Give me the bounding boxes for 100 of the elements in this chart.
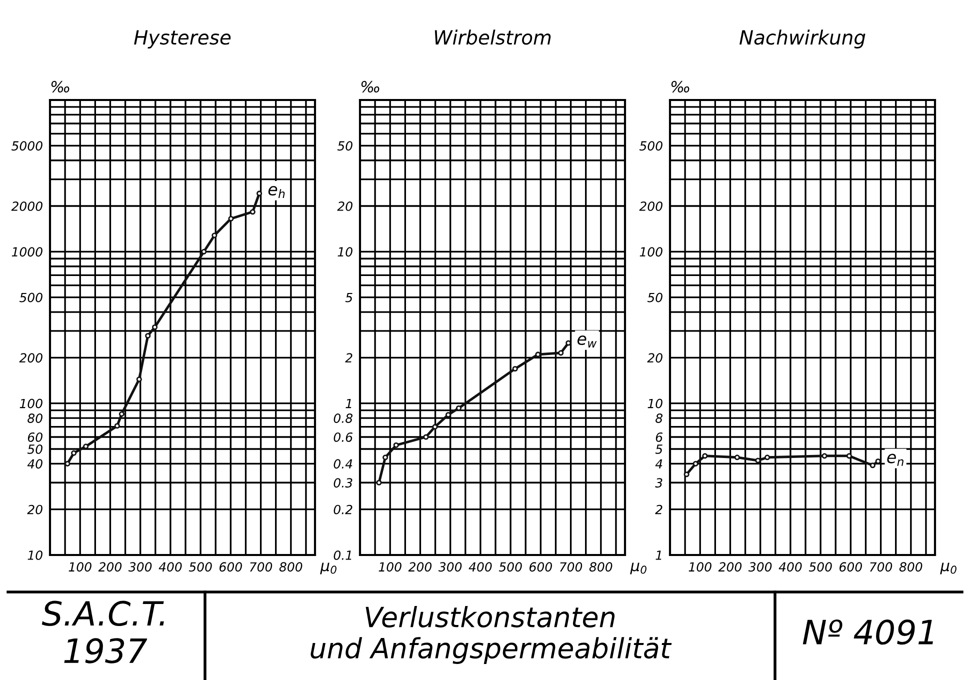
annotation: e$_{w}$: [577, 335, 597, 348]
y-tick-label: 5: [655, 444, 662, 454]
point: [432, 424, 438, 430]
y-tick-label: 10: [648, 398, 662, 408]
point: [152, 324, 158, 330]
point: [423, 434, 429, 440]
chart-title: Hysterese: [134, 30, 231, 48]
point: [118, 411, 124, 417]
x-tick-label: 300: [128, 562, 152, 572]
y-axis-title: ‰: [671, 80, 690, 92]
y-tick-label: 500: [19, 292, 42, 302]
y-tick-label: 2: [655, 504, 662, 514]
point: [71, 450, 77, 456]
point: [256, 190, 262, 196]
chart-title: Nachwirkung: [740, 30, 866, 48]
x-tick-label: 500: [808, 562, 832, 572]
point: [734, 454, 740, 460]
y-tick-label: 2000: [11, 201, 42, 211]
point: [692, 460, 698, 466]
y-tick-label: 1: [656, 550, 662, 560]
y-tick-label: 5: [345, 292, 352, 302]
annotation: e$_{n}$: [887, 454, 904, 466]
y-tick-label: 10: [338, 247, 352, 257]
point: [228, 216, 234, 222]
x-tick-label: 100: [378, 562, 402, 572]
x-tick-label: 600: [220, 562, 242, 572]
x-tick-label: 700: [870, 562, 892, 572]
y-tick-label: 0.3: [334, 478, 352, 488]
x-tick-label: 500: [498, 562, 522, 572]
point: [64, 460, 70, 466]
y-tick-label: 1: [346, 398, 352, 408]
y-tick-label: 100: [20, 398, 42, 408]
point: [558, 350, 564, 356]
y-axis-title: ‰: [361, 80, 380, 92]
x-tick-label: 600: [840, 562, 862, 572]
point: [684, 472, 690, 478]
x-tick-label: 700: [560, 562, 582, 572]
point: [535, 352, 541, 358]
point: [702, 453, 708, 459]
x-tick-label: 400: [778, 562, 802, 572]
point: [875, 458, 881, 464]
x-tick-label: 200: [408, 562, 432, 572]
point: [512, 366, 518, 372]
point: [212, 232, 218, 238]
y-tick-label: 5000: [11, 141, 42, 151]
x-tick-label: 800: [589, 562, 612, 572]
point: [755, 458, 761, 464]
x-tick-label: 300: [438, 562, 462, 572]
point: [382, 454, 388, 460]
x-tick-label: 100: [688, 562, 712, 572]
chart-title: Wirbelstrom: [434, 30, 551, 45]
x-tick-label: 500: [188, 562, 212, 572]
point: [136, 376, 142, 382]
y-tick-label: 60: [28, 432, 42, 442]
y-tick-label: 3: [655, 478, 662, 488]
point: [145, 332, 151, 339]
point: [393, 442, 399, 448]
point: [201, 248, 207, 254]
y-tick-label: 500: [639, 141, 662, 151]
x-tick-label: 100: [68, 562, 92, 572]
y-tick-label: 10: [28, 550, 42, 560]
point: [764, 454, 770, 460]
y-tick-label: 0.6: [334, 432, 352, 442]
point: [822, 453, 828, 459]
x-tick-label: 400: [158, 562, 182, 572]
x-tick-label: 800: [279, 562, 302, 572]
point: [566, 340, 572, 346]
x-tick-label: 600: [530, 562, 552, 572]
point: [445, 412, 452, 418]
y-tick-label: 0.2: [334, 504, 352, 514]
y-tick-label: 0.8: [334, 414, 353, 423]
y-tick-label: 100: [640, 247, 662, 257]
x-axis-title: μ$_{0}$: [630, 562, 646, 574]
y-tick-label: 80: [28, 414, 42, 423]
y-tick-label: 40: [27, 459, 42, 469]
x-axis-title: μ$_{0}$: [320, 562, 336, 574]
y-tick-label: 0.1: [334, 550, 352, 560]
y-tick-label: 8: [656, 414, 663, 423]
x-tick-label: 700: [250, 562, 272, 572]
text: S.A.C.T. 1937: [42, 600, 164, 664]
y-tick-label: 4: [655, 459, 662, 468]
y-tick-label: 6: [656, 432, 662, 442]
text: Verlustkonstanten und Anfangspermeabilität: [310, 606, 672, 664]
point: [456, 405, 462, 411]
y-tick-label: 20: [337, 201, 352, 211]
x-tick-label: 400: [468, 562, 492, 572]
x-tick-label: 200: [718, 562, 742, 572]
y-tick-label: 20: [647, 353, 662, 363]
y-tick-label: 50: [337, 141, 352, 151]
x-tick-label: 300: [748, 562, 772, 572]
y-axis-title: ‰: [51, 80, 70, 92]
y-tick-label: 1000: [12, 247, 42, 257]
y-tick-label: 200: [19, 353, 42, 363]
x-axis-title: μ$_{0}$: [940, 562, 956, 574]
point: [846, 453, 852, 459]
x-tick-label: 200: [98, 562, 122, 572]
point: [83, 444, 89, 450]
y-tick-label: 0.4: [334, 459, 352, 469]
annotation: e$_{h}$: [268, 186, 285, 198]
y-tick-label: 20: [27, 504, 42, 514]
